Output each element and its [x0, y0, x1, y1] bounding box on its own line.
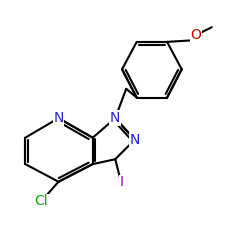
Text: O: O	[190, 28, 201, 42]
Text: Cl: Cl	[34, 194, 48, 208]
Text: I: I	[119, 176, 123, 190]
Text: N: N	[110, 111, 120, 125]
Text: N: N	[53, 111, 64, 125]
Text: N: N	[130, 133, 140, 147]
